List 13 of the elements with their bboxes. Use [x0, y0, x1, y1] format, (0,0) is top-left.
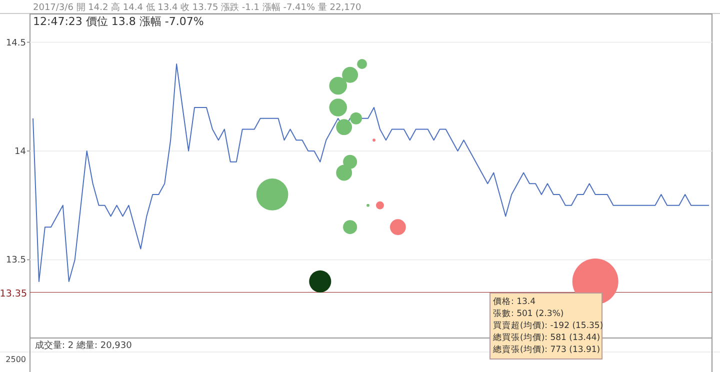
ref-line-label: 13.35	[0, 288, 27, 300]
text: 成交量: 2 總量: 20,930	[35, 340, 132, 351]
annotation: 價格: 13.4	[493, 296, 536, 307]
y-tick-label: 13.5	[6, 256, 26, 266]
y-tick-label: 14	[14, 146, 26, 157]
chart-subtitle: 12:47:23 價位 13.8 漲幅 -7.07%	[33, 15, 204, 28]
annotation: 買賣超(均價): -192 (15.35)	[493, 320, 604, 331]
text: 總賣張(均價): 773 (13.91)	[493, 345, 600, 355]
annotation: 張數: 501 (2.3%)	[493, 308, 564, 319]
chart-title: 2017/3/6 開 14.2 高 14.4 低 13.4 收 13.75 漲跌 -1.1 漲幅 -7.41% 量 22,170	[33, 2, 362, 13]
y-tick-label: 14.5	[6, 38, 26, 48]
text: 2500	[6, 355, 26, 364]
annotation: 總買張(均價): 581 (13.44)	[492, 332, 600, 343]
